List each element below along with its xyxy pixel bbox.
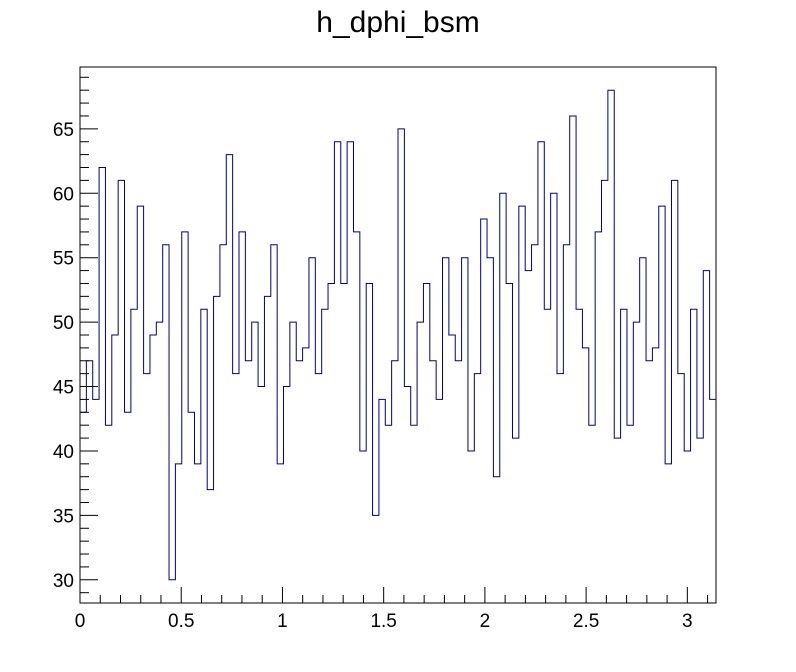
y-tick-label: 40 (53, 442, 74, 463)
y-tick-label: 35 (53, 506, 74, 527)
histogram-line (80, 89, 716, 581)
x-tick-label: 2 (480, 611, 491, 632)
x-tick-label: 0.5 (168, 611, 194, 632)
y-tick-label: 45 (53, 378, 74, 399)
y-tick-label: 30 (53, 571, 74, 592)
y-tick-label: 65 (53, 120, 74, 141)
y-tick-label: 55 (53, 249, 74, 270)
y-tick-label: 60 (53, 184, 74, 205)
x-tick-label: 2.5 (573, 611, 599, 632)
x-tick-label: 1.5 (370, 611, 396, 632)
x-tick-label: 1 (277, 611, 288, 632)
y-tick-label: 50 (53, 313, 74, 334)
x-tick-label: 3 (682, 611, 693, 632)
y-axis: 30 35 40 45 50 55 60 65 (53, 76, 98, 594)
chart-title: h_dphi_bsm (316, 6, 479, 39)
x-axis: 0 0.5 1 1.5 2 2.5 3 (75, 587, 709, 632)
x-tick-label: 0 (75, 611, 86, 632)
